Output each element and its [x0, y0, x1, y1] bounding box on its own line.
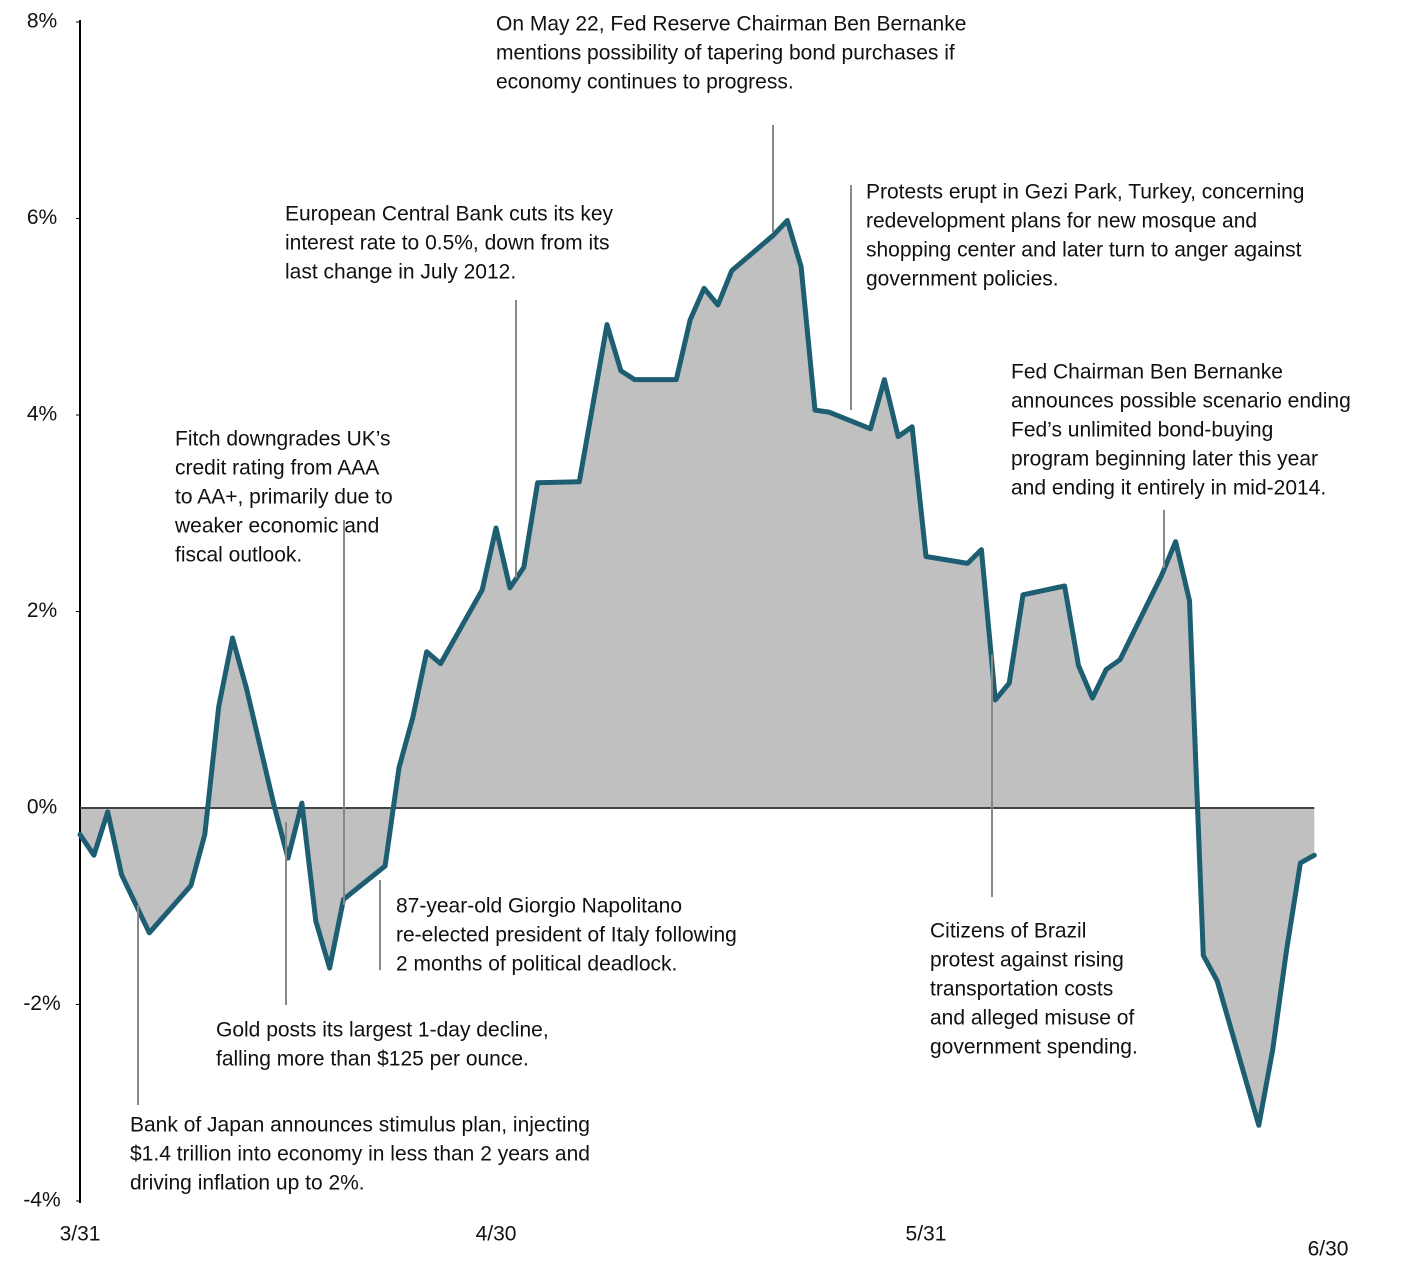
- annotation-text: falling more than $125 per ounce.: [216, 1048, 529, 1071]
- annotation-text: program beginning later this year: [1011, 448, 1318, 471]
- annotation-text: redevelopment plans for new mosque and: [866, 210, 1257, 233]
- annotation-text: government spending.: [930, 1036, 1138, 1059]
- annotation-text: driving inflation up to 2%.: [130, 1172, 365, 1195]
- x-tick-label: 4/30: [476, 1223, 517, 1246]
- annotation-text: Protests erupt in Gezi Park, Turkey, con…: [866, 181, 1304, 204]
- annotation-text: last change in July 2012.: [285, 261, 516, 284]
- annotation-text: announces possible scenario ending: [1011, 390, 1351, 413]
- annotation-text: Citizens of Brazil: [930, 920, 1086, 943]
- y-tick-label: -2%: [23, 992, 60, 1015]
- annotation-text: credit rating from AAA: [175, 457, 379, 480]
- y-tick-label: 4%: [27, 403, 57, 426]
- annotation-text: protest against rising: [930, 949, 1124, 972]
- y-tick-label: 2%: [27, 599, 57, 622]
- annotation-text: and ending it entirely in mid-2014.: [1011, 477, 1326, 500]
- x-tick-label: 5/31: [906, 1223, 947, 1246]
- line: [77, 218, 1317, 1128]
- annotation-text: fiscal outlook.: [175, 544, 302, 567]
- y-tick-label: 8%: [27, 10, 57, 33]
- annotation-text: and alleged misuse of: [930, 1007, 1134, 1030]
- annotation-text: European Central Bank cuts its key: [285, 203, 614, 226]
- y-tick-label: 6%: [27, 206, 57, 229]
- annotation-text: interest rate to 0.5%, down from its: [285, 232, 609, 255]
- annotation-text: 87-year-old Giorgio Napolitano: [396, 895, 682, 918]
- annotation-text: Bank of Japan announces stimulus plan, i…: [130, 1114, 590, 1137]
- y-tick-label: 0%: [27, 796, 57, 819]
- annotation-text: 2 months of political deadlock.: [396, 953, 677, 976]
- x-tick-label: 3/31: [60, 1223, 101, 1246]
- annotation-text: shopping center and later turn to anger …: [866, 239, 1302, 262]
- annotation-text: weaker economic and: [174, 515, 379, 538]
- annotation-text: mentions possibility of tapering bond pu…: [496, 42, 955, 65]
- x-tick-label: 6/30: [1308, 1238, 1349, 1261]
- area: [80, 220, 1315, 1126]
- annotation-text: Fed Chairman Ben Bernanke: [1011, 361, 1283, 384]
- y-tick-label: -4%: [23, 1189, 60, 1212]
- annotation-text: economy continues to progress.: [496, 71, 794, 94]
- annotation-text: $1.4 trillion into economy in less than …: [130, 1143, 590, 1166]
- annotation-text: re-elected president of Italy following: [396, 924, 737, 947]
- annotation-text: Fed’s unlimited bond-buying: [1011, 419, 1273, 442]
- annotation-text: On May 22, Fed Reserve Chairman Ben Bern…: [496, 13, 966, 36]
- annotation-text: Fitch downgrades UK’s: [175, 428, 391, 451]
- annotation-text: Gold posts its largest 1-day decline,: [216, 1019, 549, 1042]
- annotation-text: to AA+, primarily due to: [175, 486, 393, 509]
- annotation-text: government policies.: [866, 268, 1059, 291]
- annotation-text: transportation costs: [930, 978, 1113, 1001]
